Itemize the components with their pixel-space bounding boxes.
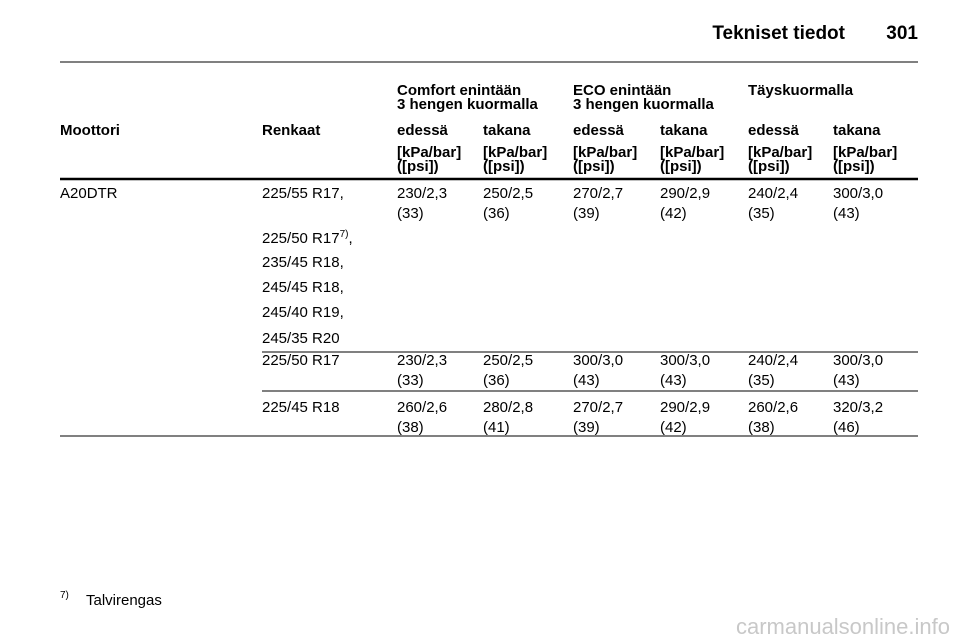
pressure: 230/2,3 (397, 185, 447, 202)
pressure: (46) (833, 419, 860, 436)
column-header: edessä (397, 122, 449, 139)
pressure: (39) (573, 419, 600, 436)
group-header: 3 hengen kuormalla (397, 96, 539, 113)
tyre: 245/40 R19, (262, 304, 344, 321)
column-header: edessä (748, 122, 800, 139)
unit-header: ([psi]) (573, 158, 615, 175)
unit-header: [kPa/bar] (573, 144, 637, 161)
unit-header: [kPa/bar] (483, 144, 547, 161)
column-header: Renkaat (262, 122, 320, 139)
unit-header: [kPa/bar] (748, 144, 812, 161)
unit-header: ([psi]) (660, 158, 702, 175)
tyre: 245/45 R18, (262, 279, 344, 296)
column-header: takana (833, 122, 881, 139)
unit-header: ([psi]) (397, 158, 439, 175)
pressure: 290/2,9 (660, 399, 710, 416)
pressure: (36) (483, 372, 510, 389)
tyre: 235/45 R18, (262, 254, 344, 271)
watermark: carmanualsonline.info (736, 614, 950, 639)
page-title: Tekniset tiedot (712, 23, 845, 44)
unit-header: ([psi]) (483, 158, 525, 175)
pressure: (43) (660, 372, 687, 389)
pressure: 250/2,5 (483, 352, 533, 369)
unit-header: [kPa/bar] (397, 144, 461, 161)
tyre: 225/45 R18 (262, 399, 340, 416)
pressure: 270/2,7 (573, 185, 623, 202)
column-header: edessä (573, 122, 625, 139)
unit-header: [kPa/bar] (660, 144, 724, 161)
group-header: ECO enintään (573, 82, 671, 99)
pressure: 260/2,6 (748, 399, 798, 416)
footnote-ref: 7) (340, 229, 349, 240)
pressure: (38) (397, 419, 424, 436)
pressure: 270/2,7 (573, 399, 623, 416)
pressure: (36) (483, 205, 510, 222)
pressure: (35) (748, 372, 775, 389)
column-header: takana (483, 122, 531, 139)
footnote-mark: 7) (60, 590, 69, 601)
pressure: (33) (397, 205, 424, 222)
page-number: 301 (886, 23, 918, 44)
pressure: (43) (833, 205, 860, 222)
unit-header: ([psi]) (833, 158, 875, 175)
pressure: 250/2,5 (483, 185, 533, 202)
tyre: 225/50 R177), (262, 229, 353, 247)
pressure: 290/2,9 (660, 185, 710, 202)
pressure: (39) (573, 205, 600, 222)
tyre-sep: , (348, 230, 352, 247)
pressure: (35) (748, 205, 775, 222)
group-header: 3 hengen kuormalla (573, 96, 715, 113)
pressure: 300/3,0 (833, 185, 883, 202)
unit-header: [kPa/bar] (833, 144, 897, 161)
tyre: 245/35 R20 (262, 330, 340, 347)
pressure: 300/3,0 (660, 352, 710, 369)
pressure: (38) (748, 419, 775, 436)
pressure: 230/2,3 (397, 352, 447, 369)
pressure: 240/2,4 (748, 352, 798, 369)
group-header: Täyskuormalla (748, 82, 854, 99)
pressure: 260/2,6 (397, 399, 447, 416)
unit-header: ([psi]) (748, 158, 790, 175)
column-header: Moottori (60, 122, 120, 139)
group-header: Comfort enintään (397, 82, 521, 99)
pressure: (43) (833, 372, 860, 389)
pressure: 300/3,0 (833, 352, 883, 369)
tyre-size: 225/50 R17 (262, 230, 340, 247)
engine: A20DTR (60, 185, 118, 202)
tyre: 225/55 R17, (262, 185, 344, 202)
tyre: 225/50 R17 (262, 352, 340, 369)
pressure: (41) (483, 419, 510, 436)
pressure: 240/2,4 (748, 185, 798, 202)
pressure: (42) (660, 205, 687, 222)
pressure: 280/2,8 (483, 399, 533, 416)
pressure: (42) (660, 419, 687, 436)
footnote: Talvirengas (86, 592, 162, 609)
column-header: takana (660, 122, 708, 139)
pressure: (43) (573, 372, 600, 389)
pressure: 320/3,2 (833, 399, 883, 416)
pressure: (33) (397, 372, 424, 389)
pressure: 300/3,0 (573, 352, 623, 369)
